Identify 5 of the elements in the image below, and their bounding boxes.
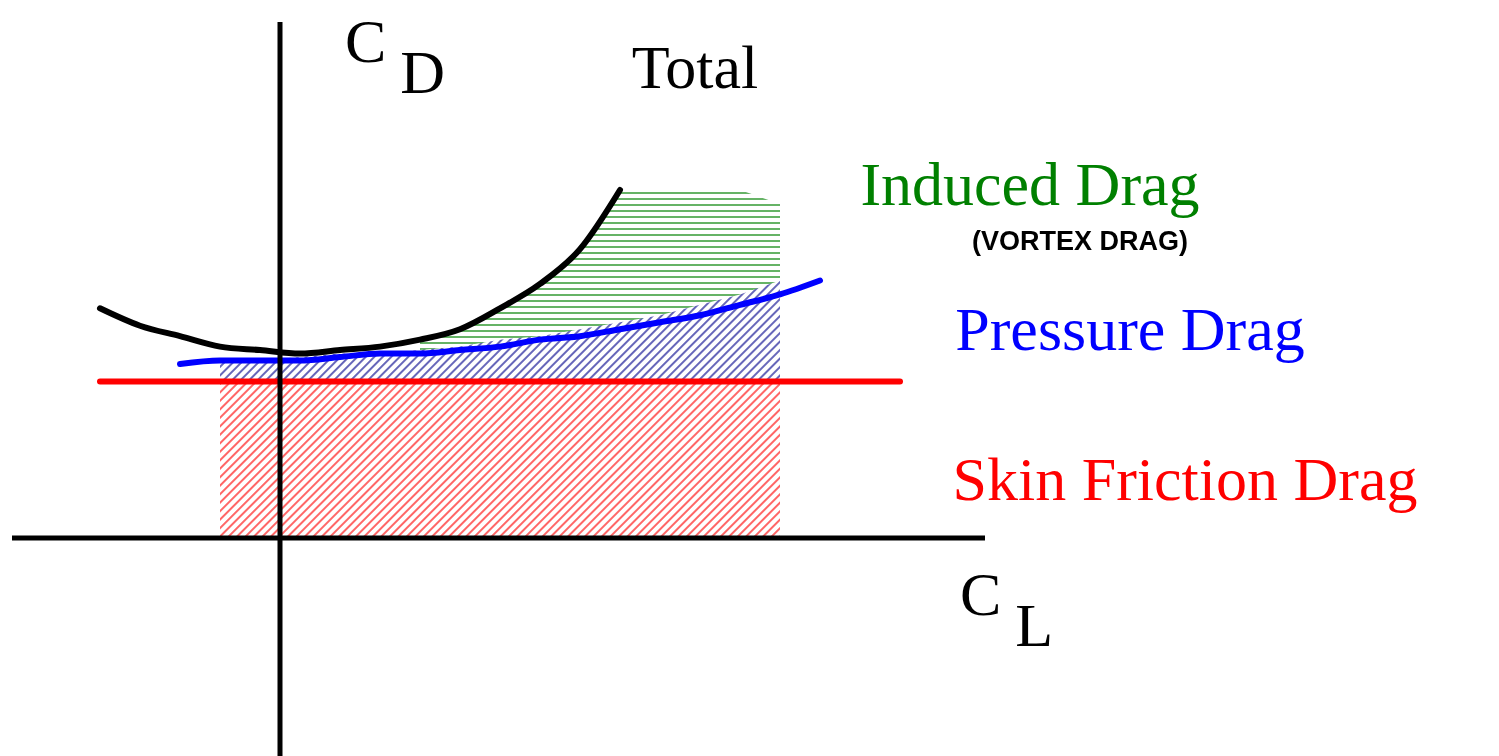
text: Pressure Drag: [955, 295, 1305, 363]
series-label: Induced Drag: [860, 150, 1200, 218]
series-label: Skin Friction Drag: [952, 445, 1418, 513]
text: (VORTEX DRAG): [972, 226, 1188, 256]
series-label: Total: [631, 33, 759, 101]
